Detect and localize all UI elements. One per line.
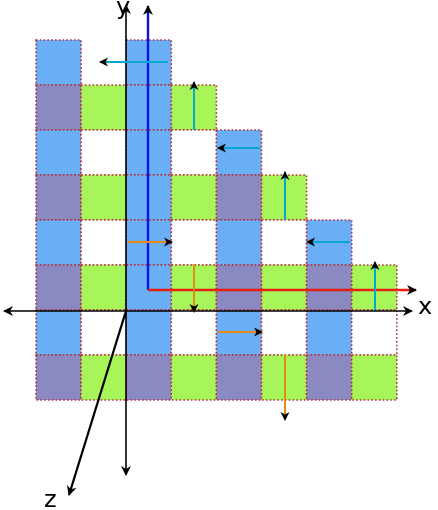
grid-cell-white xyxy=(260,219,308,266)
grid-cell-blue xyxy=(215,219,263,266)
grid-cell-green xyxy=(260,264,308,311)
grid-cell-white xyxy=(170,219,218,266)
z-axis-label: z xyxy=(44,485,57,510)
grid-cell-white xyxy=(260,309,308,356)
z-axis-line xyxy=(66,310,128,496)
checkerboard-cells xyxy=(35,39,398,401)
grid-cell-blue xyxy=(305,309,353,356)
grid-cell-green xyxy=(80,264,127,311)
grid-cell-purple xyxy=(35,264,82,311)
y-axis-label: y xyxy=(116,0,130,20)
grid-cell-blue xyxy=(215,129,263,176)
grid-cell-green xyxy=(170,174,218,221)
grid-cell-purple xyxy=(215,354,263,401)
grid-cell-purple xyxy=(215,174,263,221)
grid-cell-purple xyxy=(215,264,263,311)
grid-cell-white xyxy=(350,309,398,356)
grid-cell-white xyxy=(170,129,218,176)
grid-cell-purple xyxy=(305,354,353,401)
grid-cell-purple xyxy=(125,354,173,401)
grid-cell-blue xyxy=(35,39,82,86)
grid-cell-blue xyxy=(125,309,173,356)
grid-cell-purple xyxy=(35,174,82,221)
grid-cell-purple xyxy=(35,84,82,131)
grid-cell-green xyxy=(350,354,398,401)
grid-cell-purple xyxy=(305,264,353,311)
grid-cell-purple xyxy=(35,354,82,401)
x-axis-label: x xyxy=(418,292,432,320)
grid-cell-green xyxy=(80,354,127,401)
grid-cell-green xyxy=(170,354,218,401)
grid-cell-green xyxy=(80,174,127,221)
grid-cell-white xyxy=(80,219,127,266)
grid-cell-blue xyxy=(35,219,82,266)
grid-cell-white xyxy=(80,129,127,176)
grid-cell-green xyxy=(80,84,127,131)
grid-cell-white xyxy=(170,309,218,356)
grid-cell-blue xyxy=(35,129,82,176)
grid-cell-blue xyxy=(35,309,82,356)
vector-arrows xyxy=(99,57,380,421)
